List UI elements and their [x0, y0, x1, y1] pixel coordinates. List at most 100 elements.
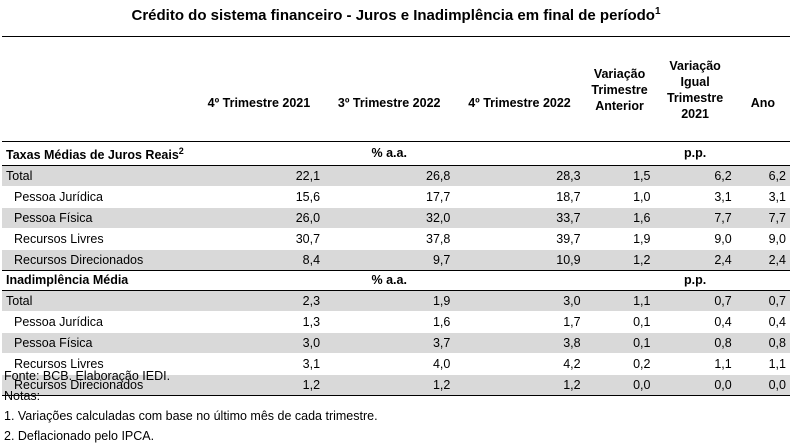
table-cell: 0,4	[654, 311, 736, 334]
table-cell: 30,7	[193, 228, 325, 251]
header-cell-year: Ano	[750, 95, 776, 110]
table-cell: 26,8	[324, 165, 455, 188]
note-2: 2. Deflacionado pelo IPCA.	[4, 429, 155, 443]
section-unit-right: p.p.	[654, 140, 736, 166]
table-row: Pessoa Jurídica 15,6 17,7 18,7 1,0 3,1 3,1	[2, 186, 790, 209]
table-row: Recursos Direcionados 1,2 1,2 1,2 0,0 0,0 0,0	[2, 374, 790, 397]
header-cell-q3-2022: 3º Trimestre 2022	[337, 95, 441, 110]
table-cell: 2,4	[654, 249, 736, 272]
table-cell: 0,7	[654, 290, 736, 313]
table-cell: 0,1	[584, 311, 655, 334]
table-cell: 39,7	[454, 228, 585, 251]
header-cell-var-prev-quarter: Variação Trimestre Anterior	[585, 38, 655, 142]
header-cell-label	[2, 38, 194, 142]
table-cell: 1,1	[584, 290, 655, 313]
section-blank	[584, 270, 655, 291]
table-cell: 2,3	[193, 290, 325, 313]
table-cell: 3,7	[324, 332, 455, 355]
table-cell: 1,6	[324, 311, 455, 334]
title-footnote-marker: 1	[654, 6, 661, 17]
table-cell: 7,7	[735, 207, 790, 230]
row-label: Recursos Livres	[2, 353, 194, 376]
row-label: Recursos Direcionados	[2, 374, 194, 397]
section-blank	[735, 270, 790, 291]
table-cell: 9,7	[324, 249, 455, 272]
table-cell: 6,2	[654, 165, 736, 188]
table-cell: 0,7	[735, 290, 790, 313]
table-cell: 2,4	[735, 249, 790, 272]
section-blank	[584, 140, 655, 166]
data-table: 4º Trimestre 2021 3º Trimestre 2022 4º T…	[2, 38, 790, 397]
table-cell: 0,0	[735, 374, 790, 397]
header-cell-q4-2022: 4º Trimestre 2022	[468, 95, 571, 110]
table-cell: 1,9	[324, 290, 455, 313]
header-cell-q4-2021: 4º Trimestre 2021	[207, 95, 311, 110]
table-cell: 18,7	[454, 186, 585, 209]
table-row: Pessoa Jurídica 1,3 1,6 1,7 0,1 0,4 0,4	[2, 311, 790, 334]
table-row: Total 2,3 1,9 3,0 1,1 0,7 0,7	[2, 290, 790, 313]
table-cell: 17,7	[324, 186, 455, 209]
top-rule	[2, 36, 790, 37]
table-row: Pessoa Física 26,0 32,0 33,7 1,6 7,7 7,7	[2, 207, 790, 230]
section-header-row: Inadimplência Média % a.a. p.p.	[2, 270, 790, 291]
section-unit-left: % a.a.	[324, 140, 455, 166]
table-cell: 4,0	[324, 353, 455, 376]
table-cell: 10,9	[454, 249, 585, 272]
row-label: Pessoa Física	[2, 207, 194, 230]
table-cell: 1,5	[584, 165, 655, 188]
table-cell: 28,3	[454, 165, 585, 188]
row-label: Total	[2, 290, 194, 313]
table-cell: 15,6	[193, 186, 325, 209]
table-cell: 0,8	[735, 332, 790, 355]
section-blank	[193, 140, 325, 166]
table-title: Crédito do sistema financeiro - Juros e …	[0, 6, 792, 24]
table-body: Taxas Médias de Juros Reais2% a.a. p.p. To…	[2, 140, 790, 397]
row-label: Pessoa Jurídica	[2, 311, 194, 334]
table-cell: 3,8	[454, 332, 585, 355]
table-row: Pessoa Física 3,0 3,7 3,8 0,1 0,8 0,8	[2, 332, 790, 355]
row-label: Recursos Direcionados	[2, 249, 194, 272]
table-cell: 1,3	[193, 311, 325, 334]
table-cell: 0,4	[735, 311, 790, 334]
table-cell: 7,7	[654, 207, 736, 230]
title-text: Crédito do sistema financeiro - Juros e …	[131, 7, 655, 24]
header-text-var-same-quarter: Variação Igual Trimestre 2021	[666, 58, 724, 121]
table-cell: 0,0	[584, 374, 655, 397]
section-blank	[193, 270, 325, 291]
header-row: 4º Trimestre 2021 3º Trimestre 2022 4º T…	[2, 38, 790, 142]
table-cell: 0,1	[584, 332, 655, 355]
table-cell: 1,2	[454, 374, 585, 397]
section-label: Taxas Médias de Juros Reais2	[2, 140, 194, 166]
section-blank	[454, 270, 585, 291]
header-cell-var-same-quarter: Variação Igual Trimestre 2021	[654, 38, 735, 142]
table-cell: 26,0	[193, 207, 325, 230]
table-cell: 37,8	[324, 228, 455, 251]
table-cell: 6,2	[735, 165, 790, 188]
table-cell: 22,1	[193, 165, 325, 188]
table-cell: 0,0	[654, 374, 736, 397]
table-row: Recursos Direcionados 8,4 9,7 10,9 1,2 2,4 2,4	[2, 249, 790, 272]
table-cell: 1,1	[654, 353, 736, 376]
section-label-text: Inadimplência Média	[6, 273, 129, 288]
table-cell: 0,8	[654, 332, 736, 355]
table-cell: 8,4	[193, 249, 325, 272]
table-cell: 0,2	[584, 353, 655, 376]
table-row: Recursos Livres 3,1 4,0 4,2 0,2 1,1 1,1	[2, 353, 790, 376]
table-cell: 1,2	[324, 374, 455, 397]
table-cell: 32,0	[324, 207, 455, 230]
table-cell: 3,0	[193, 332, 325, 355]
table-cell: 4,2	[454, 353, 585, 376]
source-note: Fonte: BCB. Elaboração IEDI.	[4, 369, 171, 383]
table-cell: 9,0	[654, 228, 736, 251]
section-label-text: Taxas Médias de Juros Reais	[6, 148, 179, 163]
row-label: Total	[2, 165, 194, 188]
table-cell: 1,7	[454, 311, 585, 334]
row-label: Pessoa Jurídica	[2, 186, 194, 209]
table-cell: 1,1	[735, 353, 790, 376]
notes-heading: Notas:	[4, 389, 41, 403]
section-unit-right: p.p.	[654, 270, 736, 291]
table-cell: 1,0	[584, 186, 655, 209]
table-cell: 3,0	[454, 290, 585, 313]
section-blank	[454, 140, 585, 166]
row-label: Pessoa Física	[2, 332, 194, 355]
